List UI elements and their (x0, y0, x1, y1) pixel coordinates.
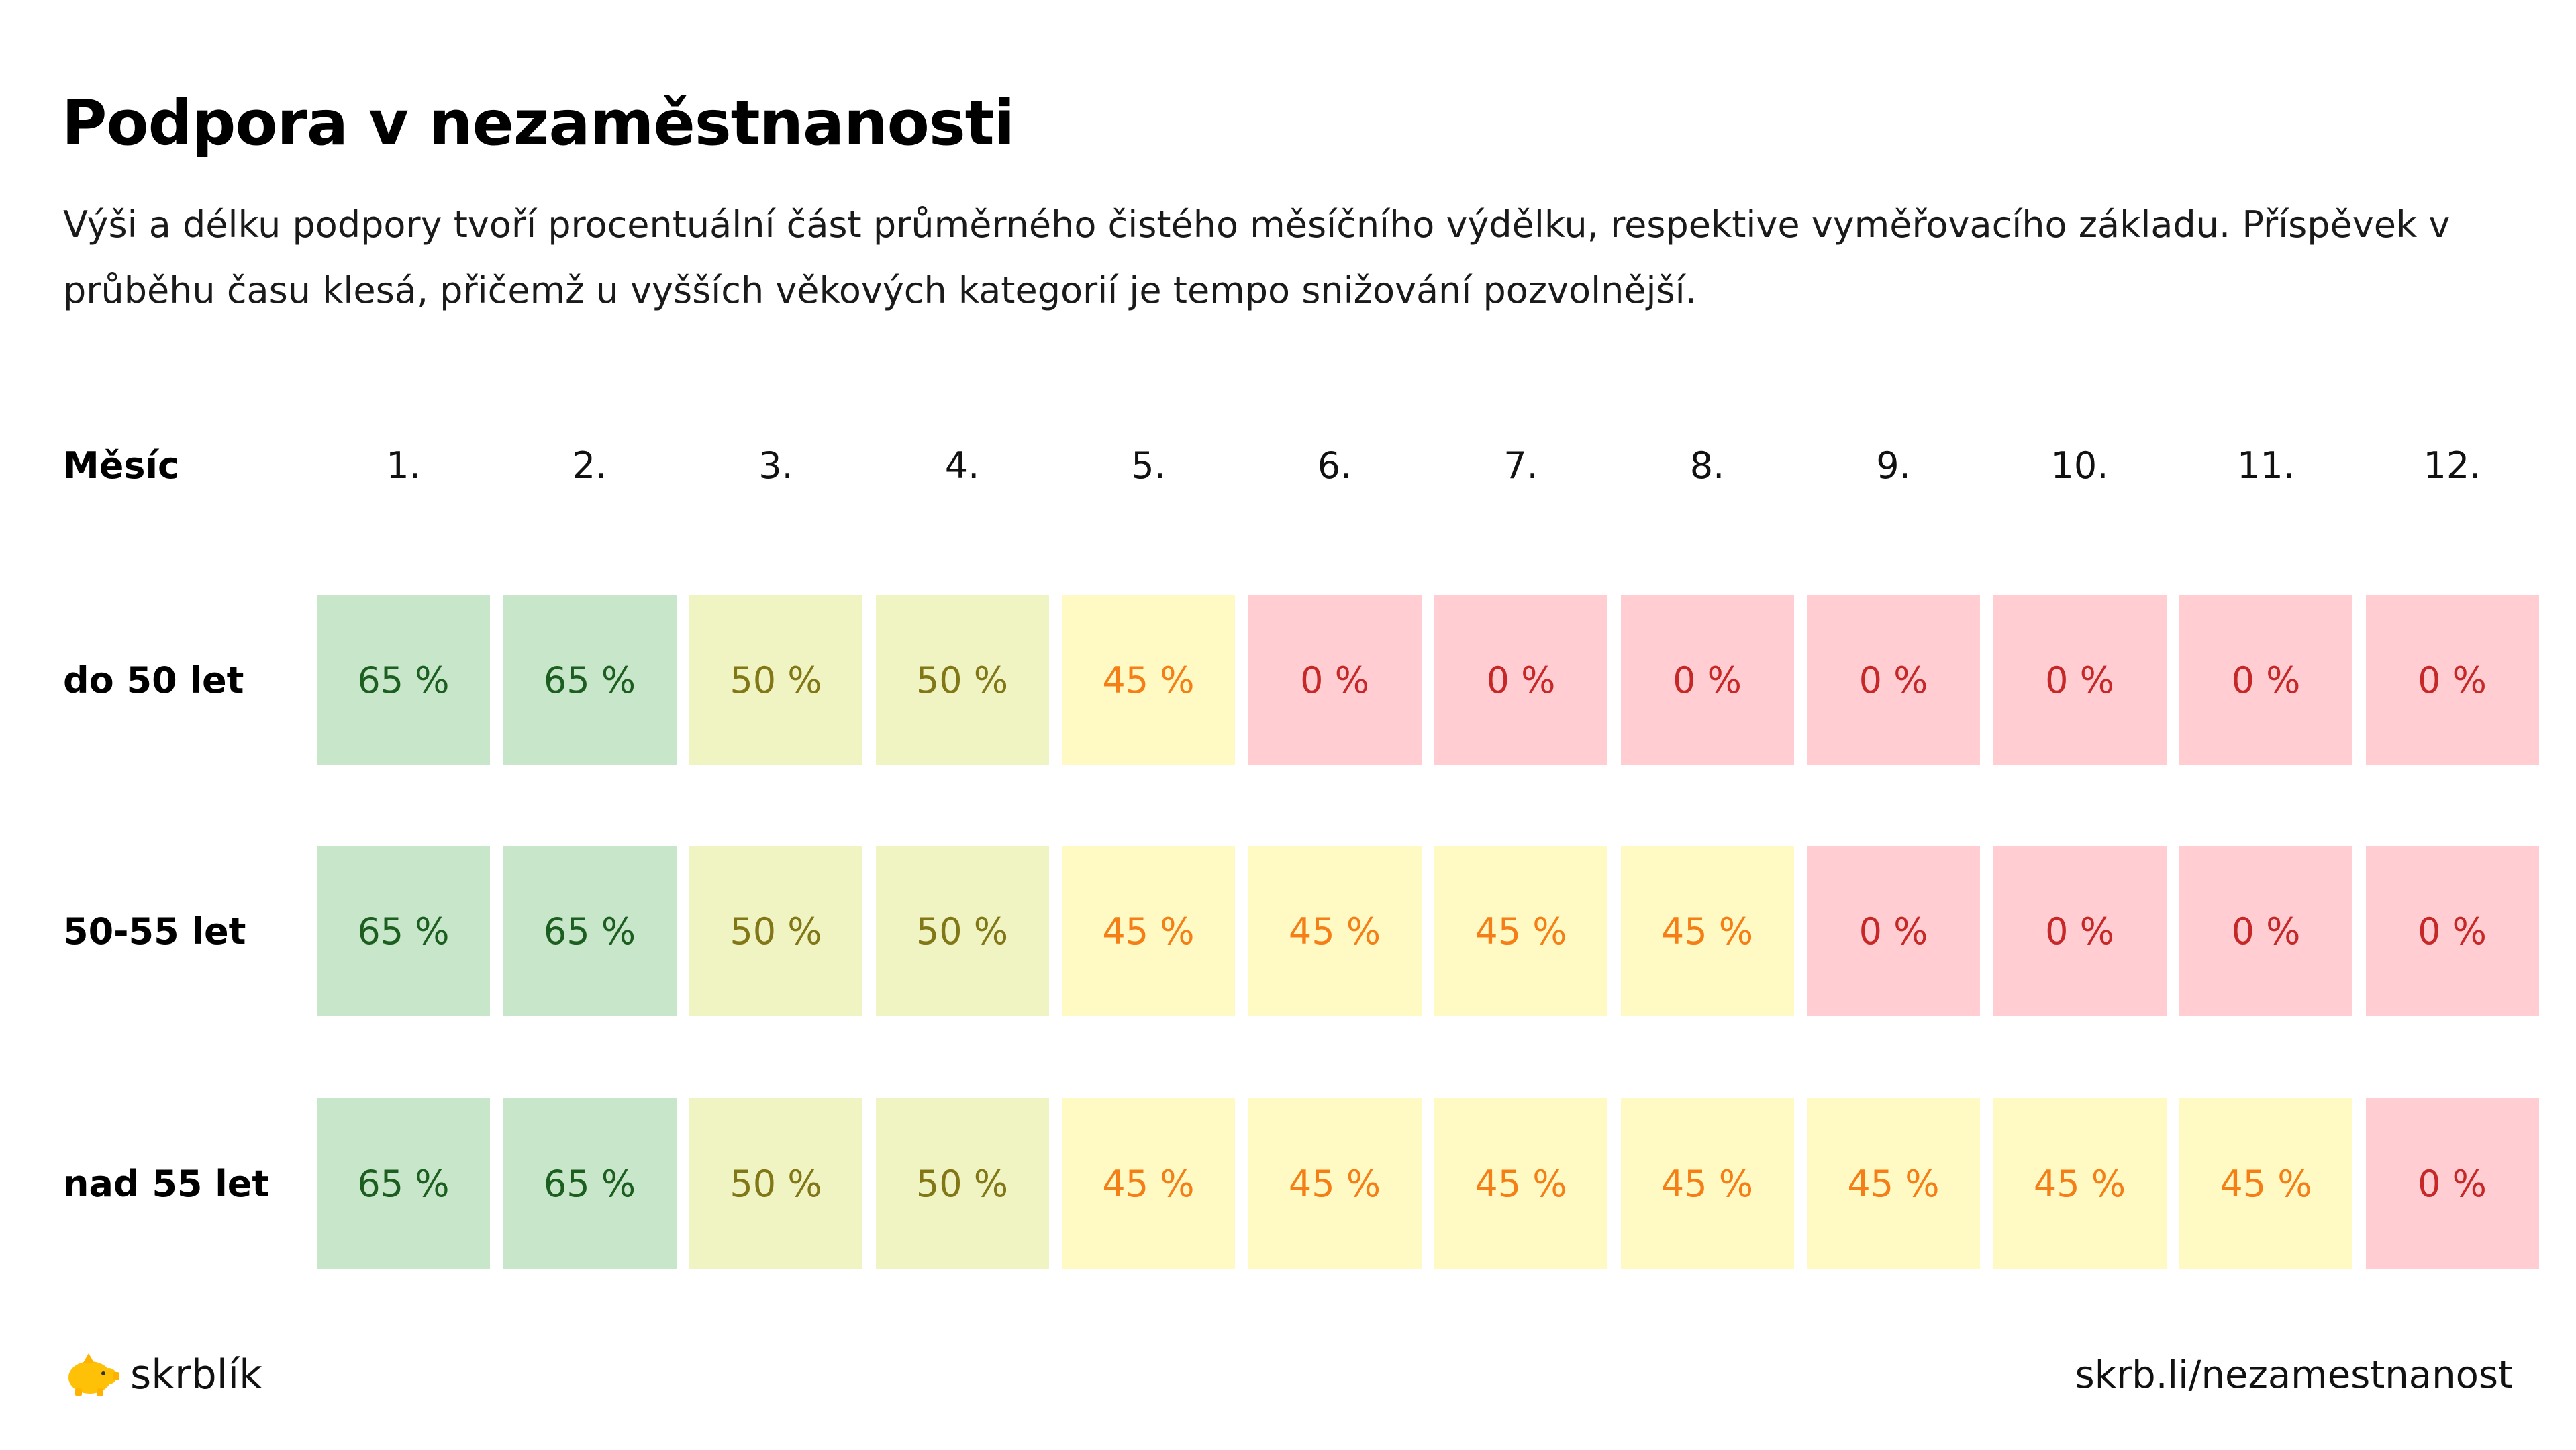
table-cell: 45 % (1062, 846, 1235, 1016)
table-cell: 65 % (317, 595, 490, 765)
table-cell: 0 % (1620, 595, 1794, 765)
table-cell: 45 % (1807, 1098, 1980, 1269)
table-cell: 50 % (689, 595, 862, 765)
table-cell: 50 % (689, 1098, 862, 1269)
table-cell: 0 % (2179, 846, 2352, 1016)
table-cell: 0 % (2365, 846, 2539, 1016)
table-cell: 0 % (2179, 595, 2352, 765)
table-cell: 0 % (1993, 595, 2167, 765)
table-cell: 50 % (875, 846, 1049, 1016)
page-title: Podpora v nezaměstnanosti (62, 87, 1015, 159)
row-label: nad 55 let (63, 1163, 270, 1205)
month-label: 10. (2050, 444, 2109, 487)
piggy-bank-icon (68, 1353, 119, 1396)
table-cell: 45 % (2179, 1098, 2352, 1269)
month-header-label: Měsíc (63, 444, 180, 487)
brand-name: skrblík (130, 1351, 262, 1398)
table-cell: 50 % (875, 595, 1049, 765)
table-cell: 45 % (1248, 846, 1422, 1016)
table-cell: 65 % (503, 595, 677, 765)
table-cell: 0 % (2365, 1098, 2539, 1269)
month-label: 6. (1317, 444, 1352, 487)
month-label: 2. (572, 444, 607, 487)
table-cell: 45 % (1434, 846, 1607, 1016)
table-cell: 45 % (1248, 1098, 1422, 1269)
table-row: nad 55 let 65 % 65 % 50 % 50 % 45 % 45 % 45 % 45… (0, 1098, 2576, 1269)
table-cell: 0 % (2365, 595, 2539, 765)
table-row: do 50 let 65 % 65 % 50 % 50 % 45 % 0 % 0 % 0 % 0 … (0, 595, 2576, 765)
month-label: 11. (2237, 444, 2295, 487)
table-cell: 45 % (1993, 1098, 2167, 1269)
month-label: 3. (758, 444, 793, 487)
table-cell: 65 % (503, 846, 677, 1016)
month-label: 12. (2423, 444, 2481, 487)
row-label: 50-55 let (63, 910, 246, 953)
table-cell: 50 % (875, 1098, 1049, 1269)
table-cell: 65 % (503, 1098, 677, 1269)
month-label: 9. (1876, 444, 1911, 487)
month-label: 1. (386, 444, 421, 487)
table-cell: 45 % (1062, 1098, 1235, 1269)
table-cell: 0 % (1434, 595, 1607, 765)
month-header-row: Měsíc 1. 2. 3. 4. 5. 6. 7. 8. 9. 10. 11. 12. (0, 430, 2576, 497)
month-label: 7. (1503, 444, 1538, 487)
table-cell: 65 % (317, 1098, 490, 1269)
table-cell: 45 % (1620, 846, 1794, 1016)
table-cell: 50 % (689, 846, 862, 1016)
table-cell: 45 % (1434, 1098, 1607, 1269)
month-label: 4. (944, 444, 980, 487)
table-cell: 0 % (1807, 846, 1980, 1016)
footer-url[interactable]: skrb.li/nezamestnanost (2075, 1353, 2513, 1397)
brand-logo: skrblík (63, 1348, 262, 1402)
month-label: 8. (1689, 444, 1725, 487)
table-cell: 45 % (1062, 595, 1235, 765)
table-cell: 0 % (1248, 595, 1422, 765)
page-subtitle: Výši a délku podpory tvoří procentuální … (63, 203, 2450, 311)
table-cell: 0 % (1807, 595, 1980, 765)
month-label: 5. (1131, 444, 1166, 487)
table-cell: 0 % (1993, 846, 2167, 1016)
row-label: do 50 let (63, 659, 244, 702)
table-cell: 65 % (317, 846, 490, 1016)
table-cell: 45 % (1620, 1098, 1794, 1269)
table-row: 50-55 let 65 % 65 % 50 % 50 % 45 % 45 % 45 % 45 … (0, 846, 2576, 1016)
